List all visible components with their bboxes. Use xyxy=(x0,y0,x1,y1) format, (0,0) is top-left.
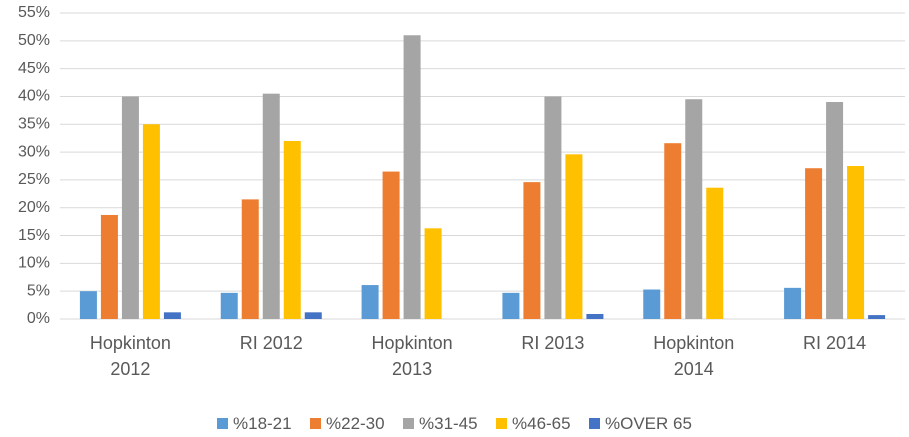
bar xyxy=(868,315,886,319)
x-tick-label: Hopkinton 2013 xyxy=(371,333,453,379)
bar xyxy=(121,96,139,319)
bar xyxy=(502,292,520,319)
bar xyxy=(382,171,400,319)
y-tick-label: 50% xyxy=(18,32,50,49)
y-tick-label: 0% xyxy=(27,310,50,327)
bar xyxy=(664,143,682,319)
legend-label: %22-30 xyxy=(326,414,385,433)
legend-swatch xyxy=(496,418,507,429)
bar xyxy=(586,313,604,319)
y-tick-label: 40% xyxy=(18,88,50,105)
bar xyxy=(544,96,562,319)
y-tick-label: 55% xyxy=(18,4,50,21)
legend-swatch xyxy=(403,418,414,429)
legend-item: %22-30 xyxy=(310,414,385,434)
bar xyxy=(361,285,379,319)
legend-swatch xyxy=(310,418,321,429)
y-tick-label: 15% xyxy=(18,227,50,244)
bar xyxy=(826,102,844,319)
bar xyxy=(403,35,421,319)
legend-label: %18-21 xyxy=(233,414,292,433)
y-tick-label: 20% xyxy=(18,199,50,216)
y-tick-label: 45% xyxy=(18,60,50,77)
bar xyxy=(565,154,583,319)
bar xyxy=(241,199,259,319)
y-tick-label: 30% xyxy=(18,143,50,160)
legend-item: %31-45 xyxy=(403,414,478,434)
bar xyxy=(847,166,865,319)
bar xyxy=(685,99,703,320)
legend-label: %46-65 xyxy=(512,414,571,433)
y-tick-label: 10% xyxy=(18,255,50,272)
y-tick-label: 35% xyxy=(18,115,50,132)
y-tick-label: 25% xyxy=(18,171,50,188)
bar xyxy=(100,214,118,319)
bar xyxy=(424,228,442,319)
bar xyxy=(784,287,802,319)
bar xyxy=(643,289,661,319)
legend-item: %18-21 xyxy=(217,414,292,434)
legend-swatch xyxy=(217,418,228,429)
legend-item: %OVER 65 xyxy=(589,414,692,434)
bar xyxy=(79,291,97,319)
x-tick-label: RI 2014 xyxy=(803,333,867,353)
bar xyxy=(283,140,301,319)
bar xyxy=(706,187,724,319)
bar xyxy=(220,292,238,319)
x-tick-label: RI 2013 xyxy=(521,333,585,353)
legend-swatch xyxy=(589,418,600,429)
bar xyxy=(163,312,181,319)
legend-label: %31-45 xyxy=(419,414,478,433)
bar xyxy=(805,168,823,319)
bar xyxy=(523,182,541,319)
legend-item: %46-65 xyxy=(496,414,571,434)
x-tick-label: Hopkinton 2014 xyxy=(653,333,735,379)
x-tick-label: RI 2012 xyxy=(239,333,303,353)
bar xyxy=(262,93,280,319)
bar xyxy=(142,124,160,319)
y-tick-label: 5% xyxy=(27,282,50,299)
legend-label: %OVER 65 xyxy=(605,414,692,433)
bar xyxy=(304,312,322,319)
x-tick-label: Hopkinton 2012 xyxy=(89,333,171,379)
